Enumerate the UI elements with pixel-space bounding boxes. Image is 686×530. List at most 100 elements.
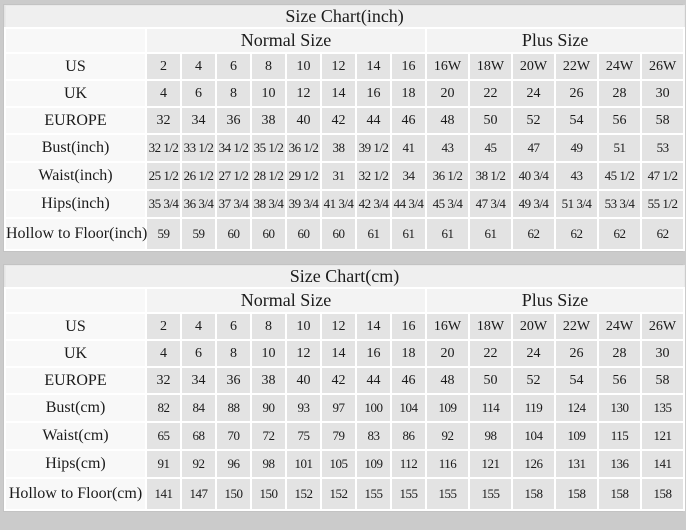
value-cell: 55 1/2: [639, 189, 686, 219]
value-cell: 16W: [425, 52, 470, 81]
value-cell: 86: [390, 421, 427, 451]
value-cell: 104: [390, 393, 427, 423]
value-cell: 47 1/2: [639, 161, 686, 191]
value-cell: 20: [425, 339, 470, 368]
row-label: Bust(inch): [4, 133, 147, 163]
group-header-normal-size: Normal Size: [145, 287, 427, 314]
value-cell: 2: [145, 312, 182, 341]
value-cell: 27 1/2: [215, 161, 252, 191]
value-cell: 46: [390, 366, 427, 395]
value-cell: 40: [285, 366, 322, 395]
value-cell: 36: [215, 366, 252, 395]
value-cell: 51 3/4: [554, 189, 599, 219]
value-cell: 97: [320, 393, 357, 423]
value-cell: 53: [639, 133, 686, 163]
value-cell: 14: [320, 339, 357, 368]
value-cell: 20W: [511, 312, 556, 341]
value-cell: 47 3/4: [468, 189, 513, 219]
value-cell: 56: [597, 366, 642, 395]
value-cell: 16: [390, 312, 427, 341]
value-cell: 8: [215, 339, 252, 368]
value-cell: 36 1/2: [285, 133, 322, 163]
value-cell: 72: [250, 421, 287, 451]
value-cell: 56: [597, 106, 642, 135]
value-cell: 30: [639, 79, 686, 108]
value-cell: 59: [145, 217, 182, 251]
value-cell: 60: [215, 217, 252, 251]
value-cell: 20W: [511, 52, 556, 81]
value-cell: 38: [250, 366, 287, 395]
value-cell: 62: [511, 217, 556, 251]
value-cell: 43: [554, 161, 599, 191]
value-cell: 28 1/2: [250, 161, 287, 191]
value-cell: 22: [468, 79, 513, 108]
value-cell: 34 1/2: [215, 133, 252, 163]
value-cell: 52: [511, 106, 556, 135]
size-chart-inch-table: Size Chart(inch) Normal Size Plus Size US 2 4…: [4, 5, 686, 251]
value-cell: 135: [639, 393, 686, 423]
value-cell: 40: [285, 106, 322, 135]
value-cell: 60: [250, 217, 287, 251]
value-cell: 141: [639, 449, 686, 479]
value-cell: 47: [511, 133, 556, 163]
value-cell: 35 1/2: [250, 133, 287, 163]
corner-cell: [4, 27, 147, 54]
value-cell: 98: [468, 421, 513, 451]
value-cell: 14: [355, 52, 392, 81]
value-cell: 10: [250, 339, 287, 368]
value-cell: 24W: [597, 312, 642, 341]
value-cell: 18: [390, 339, 427, 368]
value-cell: 6: [215, 312, 252, 341]
value-cell: 121: [639, 421, 686, 451]
value-cell: 26: [554, 339, 599, 368]
value-cell: 26W: [639, 312, 686, 341]
value-cell: 124: [554, 393, 599, 423]
value-cell: 4: [180, 312, 217, 341]
value-cell: 26: [554, 79, 599, 108]
value-cell: 88: [215, 393, 252, 423]
value-cell: 62: [597, 217, 642, 251]
value-cell: 53 3/4: [597, 189, 642, 219]
value-cell: 109: [425, 393, 470, 423]
corner-cell: [4, 287, 147, 314]
value-cell: 52: [511, 366, 556, 395]
value-cell: 50: [468, 106, 513, 135]
value-cell: 16W: [425, 312, 470, 341]
value-cell: 158: [639, 477, 686, 511]
value-cell: 8: [215, 79, 252, 108]
row-label: Waist(cm): [4, 421, 147, 451]
value-cell: 14: [355, 312, 392, 341]
value-cell: 61: [355, 217, 392, 251]
value-cell: 114: [468, 393, 513, 423]
value-cell: 8: [250, 312, 287, 341]
value-cell: 10: [285, 52, 322, 81]
value-cell: 30: [639, 339, 686, 368]
value-cell: 22: [468, 339, 513, 368]
value-cell: 147: [180, 477, 217, 511]
page: Size Chart(inch) Normal Size Plus Size US 2 4…: [3, 4, 686, 512]
value-cell: 12: [320, 312, 357, 341]
row-label: Bust(cm): [4, 393, 147, 423]
value-cell: 44 3/4: [390, 189, 427, 219]
value-cell: 61: [390, 217, 427, 251]
value-cell: 8: [250, 52, 287, 81]
value-cell: 83: [355, 421, 392, 451]
value-cell: 42: [320, 366, 357, 395]
value-cell: 12: [285, 339, 322, 368]
value-cell: 61: [425, 217, 470, 251]
value-cell: 130: [597, 393, 642, 423]
value-cell: 32 1/2: [145, 133, 182, 163]
value-cell: 34: [180, 106, 217, 135]
value-cell: 32: [145, 366, 182, 395]
value-cell: 28: [597, 79, 642, 108]
value-cell: 48: [425, 366, 470, 395]
value-cell: 6: [215, 52, 252, 81]
value-cell: 37 3/4: [215, 189, 252, 219]
value-cell: 65: [145, 421, 182, 451]
value-cell: 54: [554, 366, 599, 395]
value-cell: 60: [285, 217, 322, 251]
row-label: UK: [4, 79, 147, 108]
value-cell: 51: [597, 133, 642, 163]
table-title: Size Chart(inch): [4, 5, 685, 29]
value-cell: 60: [320, 217, 357, 251]
